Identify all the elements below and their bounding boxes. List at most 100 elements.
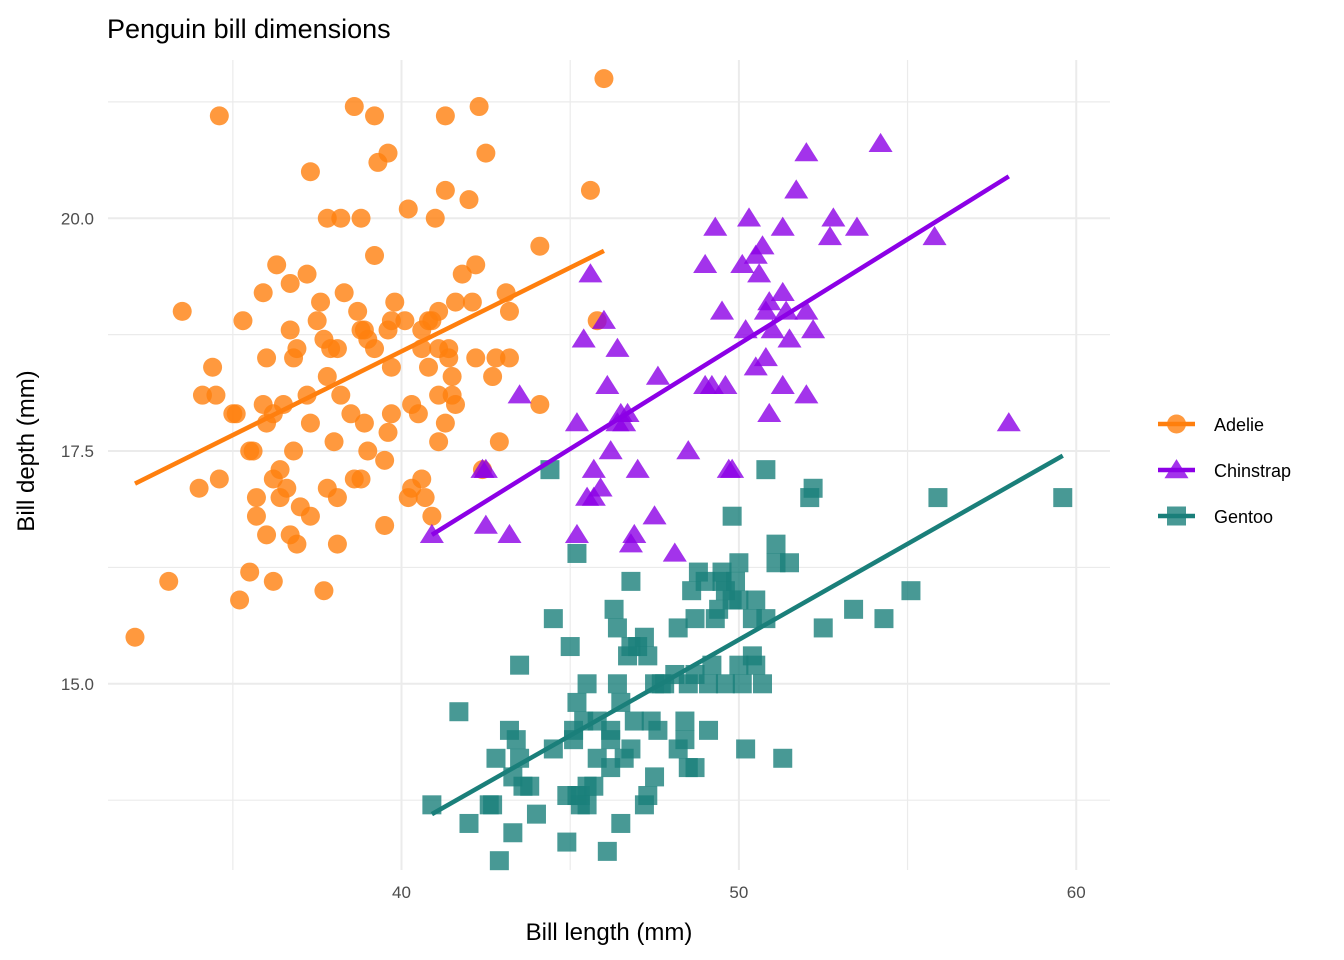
adelie-point xyxy=(351,469,371,489)
adelie-point xyxy=(462,292,482,312)
gentoo-point xyxy=(567,543,587,563)
adelie-point xyxy=(365,106,385,126)
gentoo-point xyxy=(526,804,546,824)
chinstrap-point xyxy=(693,253,718,274)
adelie-point xyxy=(331,208,351,228)
adelie-point xyxy=(267,255,287,275)
adelie-point xyxy=(324,432,344,452)
chinstrap-point xyxy=(821,207,846,227)
adelie-point xyxy=(206,385,226,405)
chinstrap-point xyxy=(497,523,522,544)
adelie-point xyxy=(375,516,395,536)
adelie-point xyxy=(317,208,337,228)
chinstrap-point xyxy=(794,142,819,162)
adelie-point xyxy=(192,385,212,405)
adelie-point xyxy=(209,469,229,489)
adelie-point xyxy=(499,301,519,321)
gentoo-point xyxy=(803,478,823,498)
adelie-point xyxy=(351,208,371,228)
gentoo-point xyxy=(601,730,621,750)
gentoo-point xyxy=(543,609,563,629)
gentoo-point xyxy=(638,786,658,806)
chinstrap-point xyxy=(753,347,778,367)
adelie-point xyxy=(439,339,459,359)
chinstrap-point xyxy=(703,216,728,236)
gentoo-point xyxy=(736,739,756,759)
legend-label: Adelie xyxy=(1214,415,1264,435)
x-axis-ticks: 40 50 60 xyxy=(392,883,1086,902)
gentoo-point xyxy=(766,534,786,554)
legend-label: Chinstrap xyxy=(1214,461,1291,481)
data-points xyxy=(125,69,1073,871)
gentoo-point xyxy=(813,618,833,638)
adelie-point xyxy=(530,394,550,414)
gentoo-point xyxy=(729,590,749,610)
adelie-point xyxy=(486,348,506,368)
adelie-point xyxy=(246,488,266,508)
y-tick-label: 17.5 xyxy=(61,442,94,461)
adelie-point xyxy=(483,367,503,387)
adelie-point xyxy=(415,488,435,508)
adelie-point xyxy=(327,534,347,554)
gentoo-point xyxy=(483,795,503,815)
adelie-point xyxy=(429,432,449,452)
legend-item-adelie: Adelie xyxy=(1158,414,1264,435)
legend-square-icon xyxy=(1167,506,1186,526)
y-axis-title: Bill depth (mm) xyxy=(13,370,40,531)
chinstrap-point xyxy=(922,225,947,246)
adelie-point xyxy=(300,162,320,182)
gentoo-point xyxy=(567,692,587,712)
adelie-point xyxy=(334,283,354,303)
chinstrap-point xyxy=(713,374,738,395)
adelie-point xyxy=(263,571,283,591)
adelie-point xyxy=(499,348,519,368)
adelie-fit-line xyxy=(133,248,605,486)
chinstrap-point xyxy=(736,207,762,227)
gentoo-point xyxy=(844,599,864,619)
chinstrap-point xyxy=(676,440,701,460)
adelie-point xyxy=(125,627,145,647)
adelie-point xyxy=(297,264,317,284)
legend-label: Gentoo xyxy=(1214,507,1273,527)
chinstrap-point xyxy=(581,458,606,478)
gentoo-point xyxy=(607,674,627,694)
gentoo-point xyxy=(726,571,746,591)
adelie-point xyxy=(317,367,337,387)
adelie-point xyxy=(203,357,223,377)
adelie-point xyxy=(365,246,385,266)
chinstrap-point xyxy=(642,505,667,525)
chinstrap-point xyxy=(794,384,819,404)
gentoo-point xyxy=(560,637,580,657)
gentoo-point xyxy=(577,674,597,694)
chinstrap-point xyxy=(760,319,785,339)
gentoo-point xyxy=(604,599,624,619)
adelie-point xyxy=(257,348,277,368)
chinstrap-point xyxy=(588,477,613,497)
series-gentoo xyxy=(422,460,1073,871)
series-adelie xyxy=(125,69,614,647)
adelie-point xyxy=(466,348,486,368)
gentoo-point xyxy=(486,748,506,768)
x-axis-title: Bill length (mm) xyxy=(526,919,693,946)
gentoo-point xyxy=(695,571,715,591)
gentoo-point xyxy=(624,711,644,731)
adelie-point xyxy=(341,404,361,424)
adelie-point xyxy=(327,488,347,508)
adelie-point xyxy=(253,283,273,303)
chinstrap-point xyxy=(770,374,795,395)
chinstrap-point xyxy=(645,365,670,385)
chinstrap-point xyxy=(757,402,782,422)
chinstrap-point xyxy=(662,542,687,562)
gentoo-point xyxy=(645,767,665,787)
adelie-point xyxy=(435,413,455,433)
gentoo-point xyxy=(753,674,773,694)
gentoo-point xyxy=(729,553,749,573)
adelie-point xyxy=(354,413,374,433)
adelie-point xyxy=(429,301,449,321)
legend-item-gentoo: Gentoo xyxy=(1158,506,1273,527)
chinstrap-point xyxy=(770,216,795,236)
chinstrap-point xyxy=(801,319,826,339)
adelie-point xyxy=(284,441,304,461)
gentoo-point xyxy=(489,851,509,871)
adelie-point xyxy=(172,301,192,321)
